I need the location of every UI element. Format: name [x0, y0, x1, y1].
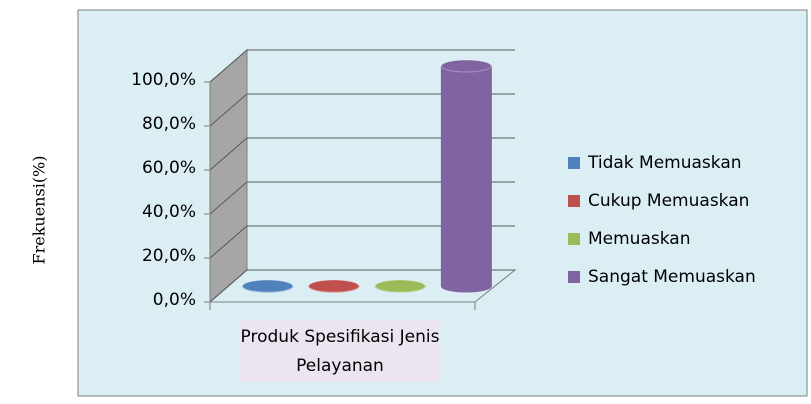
y-tick-label: 20,0% — [142, 246, 196, 266]
bar-top — [440, 59, 492, 73]
y-tick-label: 60,0% — [142, 158, 196, 178]
legend-label: Cukup Memuaskan — [588, 191, 749, 211]
grid-line — [209, 181, 515, 215]
y-axis-label: Frekuensi(%) — [30, 155, 49, 264]
grid-line — [209, 49, 515, 83]
legend-swatch — [568, 195, 580, 207]
grid-line — [209, 225, 515, 259]
y-tick-label: 80,0% — [142, 114, 196, 134]
y-tick-label: 0,0% — [153, 290, 196, 310]
bar-body — [440, 65, 492, 293]
legend-label: Sangat Memuaskan — [588, 267, 756, 287]
grid-line — [209, 269, 515, 303]
bar-top — [308, 279, 360, 293]
y-tick-label: 40,0% — [142, 202, 196, 222]
bar — [308, 279, 360, 293]
x-tick-label: Produk Spesifikasi Jenis Pelayanan — [240, 320, 440, 382]
legend-swatch — [568, 233, 580, 245]
legend-swatch — [568, 271, 580, 283]
legend-label: Tidak Memuaskan — [587, 153, 742, 173]
grid-line — [209, 93, 515, 127]
grid-line — [209, 137, 515, 171]
bar — [242, 279, 294, 293]
side-wall — [209, 48, 248, 304]
bar-top — [374, 279, 426, 293]
bar-top — [242, 279, 294, 293]
category-box: Produk Spesifikasi Jenis Pelayanan — [240, 320, 440, 382]
bar — [374, 279, 426, 293]
legend-swatch — [568, 157, 580, 169]
y-tick-label: 100,0% — [131, 70, 196, 90]
legend-label: Memuaskan — [588, 229, 690, 249]
bar — [440, 59, 492, 293]
